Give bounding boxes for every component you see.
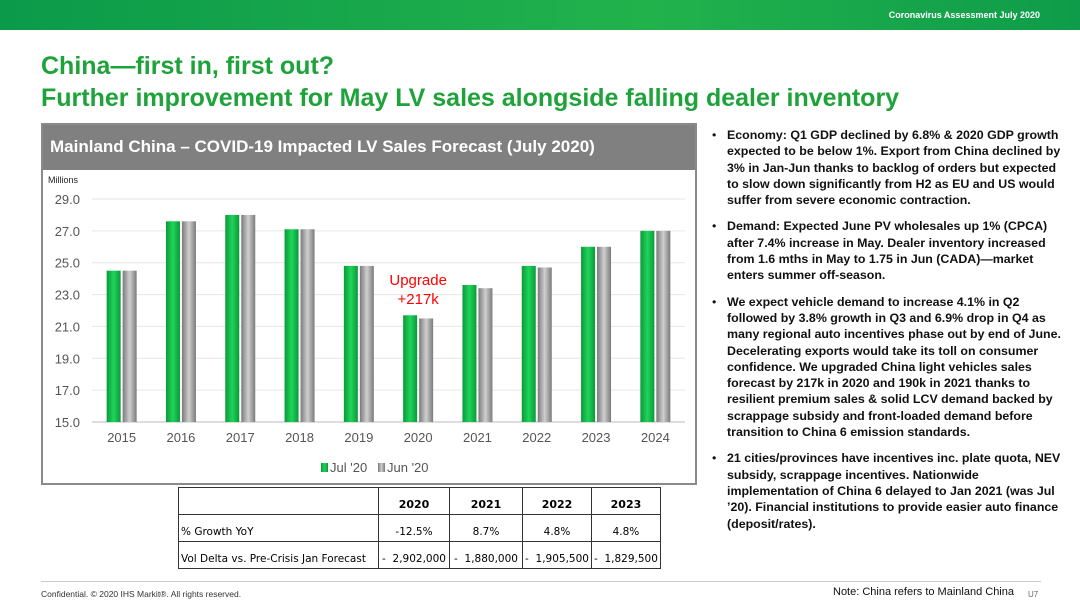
footer-divider (41, 581, 1041, 582)
bar-jul20-2016 (165, 221, 180, 422)
chart-title: Mainland China – COVID-19 Impacted LV Sa… (43, 125, 695, 170)
legend-swatch (321, 463, 328, 472)
y-tick-label: 19.0 (55, 351, 80, 366)
y-tick-label: 23.0 (55, 288, 80, 303)
table-header: 2023 (591, 487, 661, 515)
growth-table: 2020 2021 2022 2023 % Growth YoY -12.5% … (178, 487, 661, 569)
y-tick-label: 21.0 (55, 319, 80, 334)
page-number: U7 (1028, 590, 1039, 599)
y-tick-label: 25.0 (55, 256, 80, 271)
table-header: 2021 (449, 487, 523, 515)
page-subtitle: Further improvement for May LV sales alo… (41, 84, 900, 112)
table-header: 2022 (522, 487, 592, 515)
bar-jun20-2021 (478, 288, 493, 422)
bullet-item: Demand: Expected June PV wholesales up 1… (712, 218, 1070, 283)
table-cell: -12.5% (378, 514, 450, 542)
footnote: Note: China refers to Mainland China (833, 586, 1014, 598)
bar-jul20-2022 (521, 265, 536, 422)
bar-jun20-2018 (300, 229, 315, 422)
bar-jul20-2019 (343, 265, 358, 422)
table-cell: 8.7% (449, 514, 523, 542)
table-cell: 4.8% (522, 514, 592, 542)
y-axis-label: Millions (48, 175, 79, 185)
x-tick-label: 2017 (226, 430, 255, 445)
y-tick-label: 27.0 (55, 224, 80, 239)
bar-jun20-2022 (537, 267, 552, 422)
bar-jun20-2017 (241, 214, 256, 422)
table-header-row: 2020 2021 2022 2023 (178, 487, 661, 515)
table-cell: - 1,905,500 (522, 541, 592, 569)
confidential-notice: Confidential. © 2020 IHS Markit®. All ri… (41, 589, 242, 599)
bar-jul20-2015 (106, 270, 121, 422)
table-cell: - 2,902,000 (378, 541, 450, 569)
annotation-value: +217k (398, 291, 440, 308)
bar-jun20-2020 (419, 318, 434, 422)
bar-jun20-2024 (656, 230, 671, 422)
x-tick-label: 2019 (344, 430, 373, 445)
x-tick-label: 2016 (166, 430, 195, 445)
legend-swatch (378, 463, 385, 472)
bar-jul20-2018 (284, 229, 299, 422)
bar-jun20-2019 (359, 265, 374, 422)
bar-jul20-2020 (403, 315, 418, 422)
banner-text: Coronavirus Assessment July 2020 (888, 10, 1040, 20)
table-header: 2020 (378, 487, 450, 515)
x-tick-label: 2020 (404, 430, 433, 445)
legend-label: Jun '20 (387, 460, 429, 475)
top-banner: Coronavirus Assessment July 2020 (0, 0, 1080, 30)
x-tick-label: 2018 (285, 430, 314, 445)
bar-jul20-2017 (225, 214, 240, 422)
legend-label: Jul '20 (330, 460, 367, 475)
y-tick-label: 17.0 (55, 383, 80, 398)
x-tick-label: 2024 (641, 430, 670, 445)
table-cell: - 1,880,000 (449, 541, 523, 569)
page-title: China—first in, first out? (41, 52, 335, 80)
table-row: Vol Delta vs. Pre-Crisis Jan Forecast - … (178, 541, 661, 569)
x-tick-label: 2023 (582, 430, 611, 445)
table-header (178, 487, 379, 515)
table-cell: Vol Delta vs. Pre-Crisis Jan Forecast (178, 541, 379, 569)
bar-jul20-2021 (462, 285, 477, 422)
annotation-upgrade: Upgrade (389, 272, 447, 289)
table-row: % Growth YoY -12.5% 8.7% 4.8% 4.8% (178, 514, 661, 542)
y-tick-label: 29.0 (55, 192, 80, 207)
table-cell: % Growth YoY (178, 514, 379, 542)
bar-jul20-2024 (640, 230, 655, 422)
bar-jun20-2023 (597, 246, 612, 422)
x-tick-label: 2022 (522, 430, 551, 445)
table-cell: - 1,829,500 (591, 541, 661, 569)
bar-jun20-2015 (122, 270, 137, 422)
bullet-item: Economy: Q1 GDP declined by 6.8% & 2020 … (712, 127, 1070, 208)
bullet-list: Economy: Q1 GDP declined by 6.8% & 2020 … (712, 127, 1070, 542)
bullet-item: We expect vehicle demand to increase 4.1… (712, 294, 1070, 441)
bar-jun20-2016 (181, 221, 196, 422)
table-cell: 4.8% (591, 514, 661, 542)
x-tick-label: 2021 (463, 430, 492, 445)
x-tick-label: 2015 (107, 430, 136, 445)
bullet-item: 21 cities/provinces have incentives inc.… (712, 450, 1070, 531)
y-tick-label: 15.0 (55, 415, 80, 430)
bar-jul20-2023 (581, 246, 596, 422)
